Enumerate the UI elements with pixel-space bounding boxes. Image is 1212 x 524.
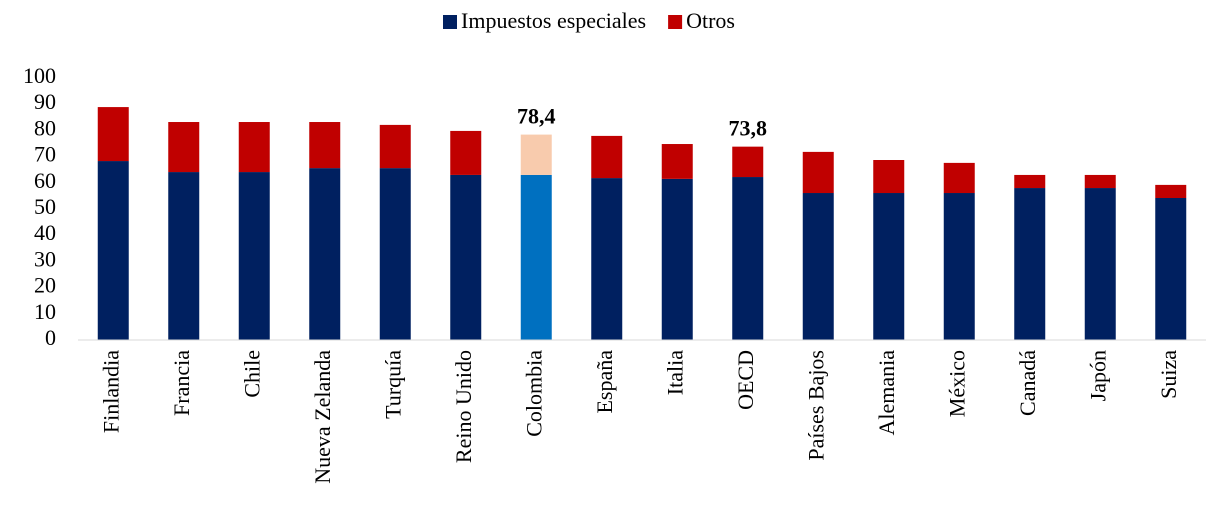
x-tick-label: Reino Unido <box>451 350 476 463</box>
bar-segment <box>450 174 482 340</box>
y-tick-label: 20 <box>34 273 56 298</box>
x-tick-label: OECD <box>733 350 758 410</box>
y-tick-label: 30 <box>34 246 56 271</box>
x-tick-label: México <box>944 350 969 417</box>
bar-segment <box>97 161 129 340</box>
x-tick-label: Colombia <box>521 350 546 437</box>
bar-segment <box>379 168 411 340</box>
x-tick-label: Suiza <box>1156 350 1181 399</box>
x-tick-label: Alemania <box>874 350 899 436</box>
x-tick-label: Finlandia <box>98 350 123 433</box>
bar-segment <box>1014 174 1046 189</box>
data-label: 73,8 <box>729 116 768 141</box>
y-tick-label: 10 <box>34 299 56 324</box>
bar-segment <box>591 135 623 179</box>
bar-segment <box>168 172 200 340</box>
bar-segment <box>802 193 834 340</box>
y-tick-label: 50 <box>34 194 56 219</box>
bar-segment <box>450 130 482 175</box>
bar-segment <box>591 178 623 340</box>
x-tick-label: Nueva Zelanda <box>310 350 335 484</box>
bar-segment <box>238 172 270 340</box>
x-tick-label: Italia <box>662 350 687 395</box>
bar-segment <box>661 178 693 340</box>
legend-swatch <box>668 15 683 29</box>
y-tick-label: 70 <box>34 142 56 167</box>
x-tick-label: Japón <box>1085 350 1110 401</box>
data-label: 78,4 <box>517 104 556 129</box>
legend-swatch <box>443 15 457 29</box>
bar-segment <box>943 162 975 194</box>
bar-segment <box>732 146 764 178</box>
x-tick-label: Canadá <box>1015 350 1040 416</box>
bar-segment <box>168 122 200 173</box>
bar-segment <box>1084 174 1116 189</box>
x-tick-label: España <box>592 350 617 414</box>
bar-segment <box>943 193 975 340</box>
bar-segment <box>732 177 764 340</box>
bar-segment <box>309 122 341 169</box>
y-tick-label: 40 <box>34 220 56 245</box>
x-tick-label: Francia <box>169 350 194 416</box>
bar-segment <box>1155 184 1187 198</box>
bar-segment <box>97 107 129 162</box>
bar-segment <box>379 124 411 169</box>
bar-segment <box>1014 188 1046 340</box>
legend-label: Impuestos especiales <box>461 8 646 33</box>
bar-segment <box>661 144 693 179</box>
x-tick-label: Países Bajos <box>803 350 828 461</box>
bar-segment <box>873 160 905 194</box>
y-tick-label: 60 <box>34 168 56 193</box>
y-tick-label: 80 <box>34 115 56 140</box>
y-tick-label: 0 <box>45 325 56 350</box>
legend-label: Otros <box>686 8 735 33</box>
bar-segment <box>520 174 552 340</box>
bar-segment <box>520 134 552 175</box>
y-tick-label: 100 <box>23 63 56 88</box>
bar-segment <box>309 168 341 340</box>
bar-segment <box>1155 197 1187 340</box>
bar-segment <box>238 122 270 173</box>
x-tick-label: Turquía <box>380 350 405 419</box>
x-tick-label: Chile <box>239 350 264 398</box>
y-tick-label: 90 <box>34 89 56 114</box>
bar-segment <box>1084 188 1116 340</box>
bar-segment <box>802 151 834 194</box>
bar-segment <box>873 193 905 340</box>
